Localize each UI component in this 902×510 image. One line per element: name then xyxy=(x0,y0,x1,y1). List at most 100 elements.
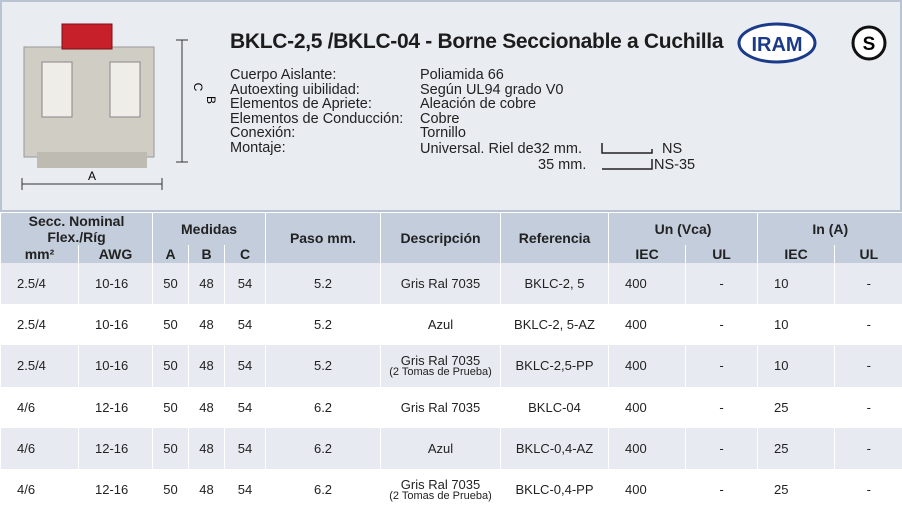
cell: 50 xyxy=(153,387,189,428)
th: B xyxy=(189,245,225,263)
cell: - xyxy=(686,428,758,469)
spec-value: Aleación de cobre xyxy=(420,97,536,112)
cell: 50 xyxy=(153,428,189,469)
cell: 2.5/4 xyxy=(1,263,79,304)
th: Un (Vca) xyxy=(609,213,758,245)
cell: 10 xyxy=(758,345,835,386)
cell: 5.2 xyxy=(266,304,381,345)
th: UL xyxy=(835,245,902,263)
logos: IRAM S xyxy=(737,20,897,70)
cell: Gris Ral 7035 xyxy=(381,263,501,304)
cell: 48 xyxy=(189,345,225,386)
cell: 48 xyxy=(189,304,225,345)
dim-label: B xyxy=(204,96,218,104)
cell: 4/6 xyxy=(1,387,79,428)
cell: BKLC-2, 5-AZ xyxy=(501,304,609,345)
cell: 2.5/4 xyxy=(1,345,79,386)
cell: 400 xyxy=(609,469,686,510)
th: IEC xyxy=(609,245,686,263)
cell: 2.5/4 xyxy=(1,304,79,345)
cell: 4/6 xyxy=(1,469,79,510)
cell: 25 xyxy=(758,428,835,469)
rail-icon xyxy=(600,141,655,157)
cell: 48 xyxy=(189,469,225,510)
cell: 10-16 xyxy=(79,304,153,345)
spec-label: Conexión: xyxy=(230,126,295,141)
cell: Gris Ral 7035(2 Tomas de Prueba) xyxy=(381,345,501,386)
spec-label: Autoexting uibilidad: xyxy=(230,83,360,98)
cell: 6.2 xyxy=(266,469,381,510)
spec-value: Cobre xyxy=(420,112,460,127)
cell: 50 xyxy=(153,263,189,304)
th: AWG xyxy=(79,245,153,263)
cell: 12-16 xyxy=(79,469,153,510)
cell: 54 xyxy=(225,387,266,428)
cell: 400 xyxy=(609,428,686,469)
th: Paso mm. xyxy=(266,213,381,263)
cell-note: (2 Tomas de Prueba) xyxy=(381,367,500,378)
cell: 48 xyxy=(189,263,225,304)
spec-label: Elementos de Apriete: xyxy=(230,97,372,112)
title: BKLC-2,5 /BKLC-04 - Borne Seccionable a … xyxy=(230,30,723,54)
cell: - xyxy=(835,263,902,304)
spec-label: Cuerpo Aislante: xyxy=(230,68,336,83)
th: Descripción xyxy=(381,213,501,263)
spec-value: Según UL94 grado V0 xyxy=(420,83,564,98)
cell: 54 xyxy=(225,428,266,469)
cell: 54 xyxy=(225,469,266,510)
cell: 6.2 xyxy=(266,428,381,469)
cell: 10 xyxy=(758,304,835,345)
cell: 48 xyxy=(189,428,225,469)
cell: BKLC-2, 5 xyxy=(501,263,609,304)
cell: 50 xyxy=(153,469,189,510)
cell: 25 xyxy=(758,469,835,510)
cell: 50 xyxy=(153,304,189,345)
spec-label: Elementos de Conducción: xyxy=(230,112,403,127)
cell: - xyxy=(686,304,758,345)
cell: Azul xyxy=(381,304,501,345)
cell: - xyxy=(835,345,902,386)
cell: BKLC-04 xyxy=(501,387,609,428)
cell: - xyxy=(686,469,758,510)
spec-value: Tornillo xyxy=(420,126,466,141)
rail-value: Universal. Riel de32 mm. xyxy=(420,141,582,157)
cell: 400 xyxy=(609,387,686,428)
cell: - xyxy=(835,304,902,345)
rail-icon xyxy=(600,157,655,173)
cell: - xyxy=(686,387,758,428)
cell: 400 xyxy=(609,263,686,304)
cell: 400 xyxy=(609,345,686,386)
cell: 10-16 xyxy=(79,263,153,304)
th: Referencia xyxy=(501,213,609,263)
cell: 10 xyxy=(758,263,835,304)
th: A xyxy=(153,245,189,263)
spec-value: Poliamida 66 xyxy=(420,68,504,83)
cell: 50 xyxy=(153,345,189,386)
th: C xyxy=(225,245,266,263)
cell: 54 xyxy=(225,304,266,345)
cell: 400 xyxy=(609,304,686,345)
cell: 54 xyxy=(225,345,266,386)
cell: 12-16 xyxy=(79,428,153,469)
cell: - xyxy=(835,469,902,510)
cell: 6.2 xyxy=(266,387,381,428)
product-drawing: A B C xyxy=(2,2,222,202)
rail-name: NS xyxy=(662,141,682,157)
cell: BKLC-0,4-PP xyxy=(501,469,609,510)
cell: Gris Ral 7035 xyxy=(381,387,501,428)
cell: 48 xyxy=(189,387,225,428)
cell: Gris Ral 7035(2 Tomas de Prueba) xyxy=(381,469,501,510)
cell: 54 xyxy=(225,263,266,304)
logo-iram: IRAM xyxy=(751,34,802,56)
cell: 5.2 xyxy=(266,345,381,386)
th: Medidas xyxy=(153,213,266,245)
cell: Azul xyxy=(381,428,501,469)
cell: 12-16 xyxy=(79,387,153,428)
th: UL xyxy=(686,245,758,263)
